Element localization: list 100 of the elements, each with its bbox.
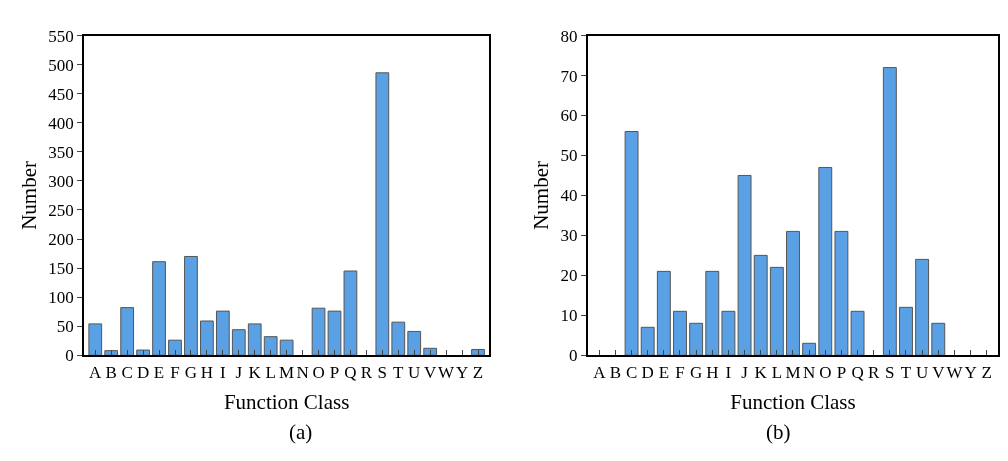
y-tick-label: 250	[48, 200, 74, 220]
x-tick-label: R	[868, 362, 881, 382]
x-tick-label: B	[105, 362, 117, 382]
y-tick-label: 100	[48, 288, 74, 308]
bar	[673, 310, 687, 356]
x-tick-label: M	[279, 362, 295, 382]
bar	[753, 254, 768, 356]
bar	[407, 330, 422, 356]
x-tick-label: P	[836, 362, 847, 382]
x-tick-label: E	[658, 362, 670, 382]
x-tick-label: U	[408, 362, 421, 382]
bar	[152, 261, 166, 356]
x-tick-label: N	[802, 362, 816, 382]
x-tick-label: J	[741, 362, 749, 382]
x-tick-label: G	[184, 362, 198, 382]
bar	[705, 270, 720, 356]
x-tick-label: Y	[964, 362, 977, 382]
y-tick-label: 300	[48, 171, 74, 191]
x-tick-label: E	[153, 362, 165, 382]
x-tick-label: H	[200, 362, 214, 382]
bar	[899, 306, 913, 356]
bar	[263, 336, 278, 356]
bar	[391, 321, 406, 356]
y-tick-label: 200	[48, 229, 74, 249]
bar	[656, 270, 671, 356]
x-tick-label: A	[89, 362, 103, 382]
bar	[915, 258, 930, 356]
bar	[624, 131, 639, 356]
x-tick-label: T	[900, 362, 912, 382]
x-tick-label: N	[296, 362, 309, 382]
bar	[375, 72, 390, 356]
x-tick-label: J	[235, 362, 243, 382]
x-tick-label: V	[932, 362, 946, 382]
bar	[640, 326, 655, 356]
y-tick-label: 400	[48, 113, 74, 133]
bar	[136, 349, 150, 356]
x-tick-label: C	[625, 362, 638, 382]
x-tick-label: B	[609, 362, 622, 382]
x-tick-label: P	[329, 362, 340, 382]
bar	[786, 230, 800, 356]
bar	[882, 67, 897, 356]
x-tick-label: Z	[981, 362, 992, 382]
x-tick-label: W	[946, 362, 964, 382]
y-tick-label: 30	[560, 226, 578, 246]
y-tick-label: 550	[48, 26, 74, 46]
x-tick-label: S	[885, 362, 895, 382]
bar	[689, 322, 704, 356]
x-tick-label: L	[265, 362, 276, 382]
bar	[120, 307, 135, 356]
y-tick-label: 10	[560, 306, 578, 326]
y-tick-label: 50	[560, 146, 578, 166]
x-tick-label: D	[641, 362, 654, 382]
y-tick-label: 350	[48, 142, 74, 162]
x-tick-label: S	[377, 362, 388, 382]
bar	[168, 339, 182, 356]
bar	[200, 320, 214, 356]
bar	[215, 310, 230, 356]
bar	[818, 166, 833, 356]
x-tick-label: Y	[455, 362, 469, 382]
bar	[184, 255, 198, 356]
y-tick-label: 500	[48, 55, 74, 75]
y-tick-label: 80	[560, 26, 578, 46]
y-tick-label: 150	[48, 259, 74, 279]
x-tick-label: T	[393, 362, 405, 382]
bar	[471, 348, 485, 356]
x-tick-label: M	[785, 362, 801, 382]
y-tick-label: 450	[48, 84, 74, 104]
x-tick-label: D	[136, 362, 150, 382]
y-tick-label: 0	[65, 346, 74, 366]
bar	[231, 329, 246, 356]
x-tick-label: Z	[472, 362, 484, 382]
x-tick-label: O	[819, 362, 832, 382]
x-tick-label: V	[424, 362, 438, 382]
y-axis-title: Number	[16, 161, 41, 230]
y-tick-label: 70	[560, 66, 578, 86]
x-tick-label: I	[220, 362, 227, 382]
x-tick-label: F	[675, 362, 685, 382]
x-tick-label: L	[771, 362, 783, 382]
bar	[931, 322, 946, 356]
x-tick-label: H	[706, 362, 719, 382]
x-tick-label: U	[915, 362, 929, 382]
x-axis-title: Function Class	[730, 390, 856, 415]
x-tick-label: Q	[344, 362, 357, 382]
x-tick-label: C	[121, 362, 133, 382]
x-tick-label: O	[312, 362, 325, 382]
x-axis-title: Function Class	[223, 390, 350, 415]
x-tick-label: W	[438, 362, 456, 382]
y-tick-label: 60	[560, 106, 578, 126]
bar	[88, 323, 103, 356]
y-tick-label: 50	[56, 317, 74, 337]
x-tick-label: K	[754, 362, 768, 382]
y-tick-label: 0	[569, 346, 578, 366]
bar	[802, 342, 817, 356]
x-tick-label: I	[725, 362, 732, 382]
text: (a)	[289, 420, 313, 444]
y-tick-label: 20	[560, 266, 578, 286]
y-axis-title: Number	[529, 161, 554, 230]
x-tick-label: F	[170, 362, 180, 382]
x-tick-label: A	[593, 362, 607, 382]
bar	[423, 347, 438, 356]
